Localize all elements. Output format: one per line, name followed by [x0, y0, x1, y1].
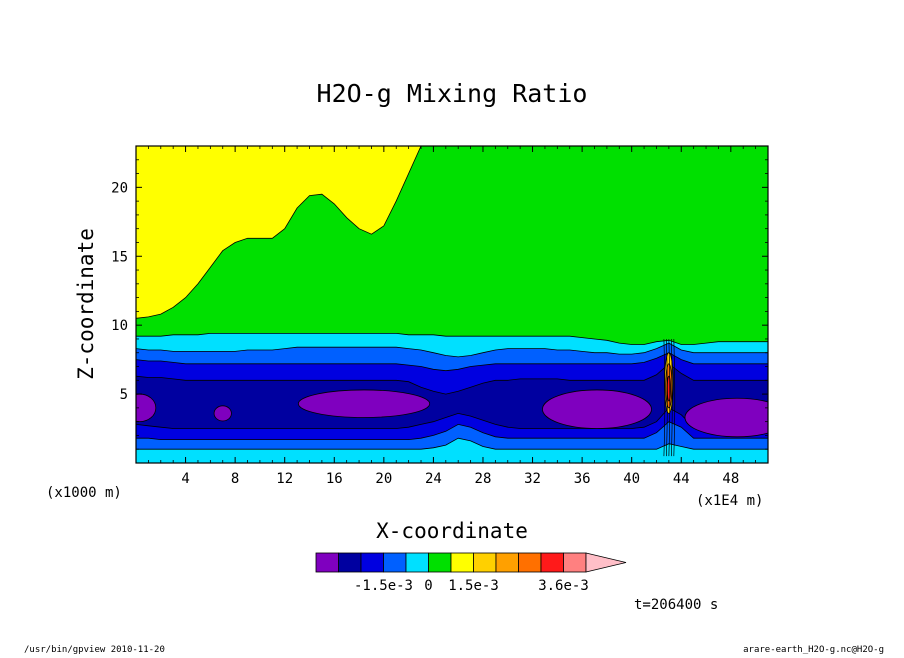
y-tick-label: 15 [111, 249, 128, 265]
colorbar-tick-label: -1.5e-3 [354, 578, 413, 594]
x-tick-label: 12 [276, 471, 293, 487]
colorbar-cell [315, 552, 339, 573]
purple-region-center [297, 389, 431, 418]
colorbar-extension [585, 552, 627, 573]
footer-right: arare-earth_H2O-g.nc@H2O-g [743, 645, 884, 654]
contour-line [673, 338, 676, 457]
y-tick-label: 5 [120, 387, 128, 403]
contour-line [670, 338, 673, 457]
x-tick-label: 44 [673, 471, 690, 487]
colorbar-cell [428, 552, 452, 573]
colorbar-cell [360, 552, 384, 573]
colorbar-tick-label: 0 [424, 578, 432, 594]
x-axis-label: X-coordinate [376, 519, 528, 543]
contour-line [668, 338, 671, 457]
contour-band-8 [136, 437, 768, 463]
colorbar-tick-label: 1.5e-3 [448, 578, 499, 594]
x-tick-label: 4 [181, 471, 189, 487]
x-tick-label: 40 [623, 471, 640, 487]
plot-frame [135, 145, 769, 464]
x-axis-unit-right: (x1E4 m) [696, 493, 763, 509]
x-axis: 4 8 12 16 20 24 28 32 36 40 44 48 [147, 146, 757, 487]
y-axis-label: Z-coordinate [74, 228, 98, 380]
colorbar-cell [405, 552, 429, 573]
colorbar-cell [563, 552, 587, 573]
y-axis: 5 10 15 20 [111, 159, 768, 450]
footer-left: /usr/bin/gpview 2010-11-20 [24, 645, 165, 654]
colorbar-tick-label: 3.6e-3 [538, 578, 589, 594]
x-tick-label: 48 [722, 471, 739, 487]
contour-features [136, 338, 768, 457]
purple-region-left-edge [136, 393, 157, 423]
y-tick-label: 10 [111, 318, 128, 334]
colorbar-cell [540, 552, 564, 573]
x-tick-label: 24 [425, 471, 442, 487]
contour-bands [136, 146, 768, 463]
colorbar-cell [450, 552, 474, 573]
x-tick-label: 16 [326, 471, 343, 487]
purple-region-right [542, 389, 652, 429]
x-tick-label: 28 [475, 471, 492, 487]
plot-area [136, 146, 768, 463]
chart-title: H2O-g Mixing Ratio [317, 79, 588, 108]
colorbar-cell [338, 552, 362, 573]
time-label: t=206400 s [634, 597, 718, 613]
x-tick-label: 8 [231, 471, 239, 487]
x-tick-label: 32 [524, 471, 541, 487]
x-axis-unit-left: (x1000 m) [46, 485, 122, 501]
colorbar: -1.5e-3 0 1.5e-3 3.6e-3 [315, 552, 627, 594]
y-tick-label: 20 [111, 180, 128, 196]
x-tick-label: 20 [375, 471, 392, 487]
purple-region-far-right [684, 397, 768, 438]
x-tick-label: 36 [574, 471, 591, 487]
purple-region-small [213, 405, 232, 422]
colorbar-cell [495, 552, 519, 573]
colorbar-cell [518, 552, 542, 573]
colorbar-cell [383, 552, 407, 573]
contour-line [663, 338, 666, 457]
contour-line [666, 338, 668, 457]
colorbar-cell [473, 552, 497, 573]
